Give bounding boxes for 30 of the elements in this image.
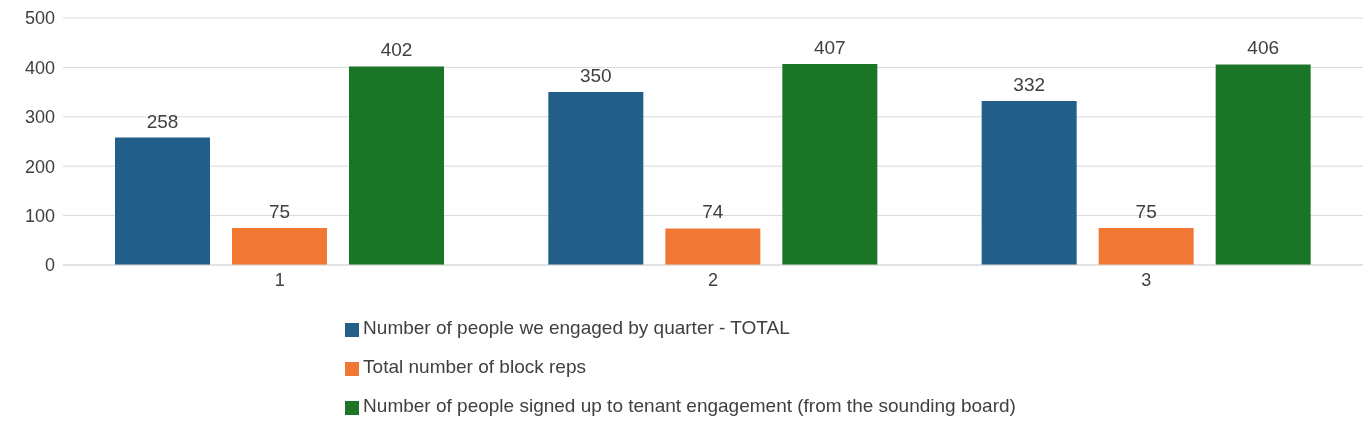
y-tick-label: 100 — [24, 205, 55, 226]
bar — [782, 63, 878, 265]
data-label: 75 — [1135, 200, 1157, 222]
data-label: 332 — [1013, 73, 1046, 95]
data-label: 75 — [268, 200, 291, 222]
bar — [115, 137, 210, 265]
bar — [981, 100, 1077, 265]
bar — [349, 66, 444, 265]
bar — [665, 228, 761, 265]
data-label: 258 — [146, 110, 179, 132]
y-tick-label: 300 — [24, 107, 55, 128]
y-tick-label: 0 — [44, 255, 55, 276]
bar — [232, 227, 327, 265]
data-label: 74 — [702, 201, 724, 223]
legend-label: Total number of block reps — [363, 356, 586, 377]
bar — [1098, 227, 1194, 265]
data-label: 406 — [1247, 37, 1280, 59]
y-tick-label: 400 — [24, 57, 55, 78]
data-label: 350 — [579, 65, 612, 87]
legend-label: Number of people signed up to tenant engagement (from the sounding board) — [363, 395, 1016, 416]
x-tick-label: 1 — [274, 269, 285, 290]
bar — [1215, 64, 1311, 265]
y-tick-label: 200 — [24, 156, 55, 177]
x-tick-label: 2 — [707, 269, 719, 290]
x-tick-label: 3 — [1141, 269, 1152, 290]
y-tick-label: 500 — [24, 8, 55, 29]
data-label: 402 — [380, 39, 413, 61]
legend-label: Number of people we engaged by quarter - TOTAL — [363, 317, 790, 338]
bar — [548, 92, 644, 265]
data-label: 407 — [813, 36, 846, 58]
